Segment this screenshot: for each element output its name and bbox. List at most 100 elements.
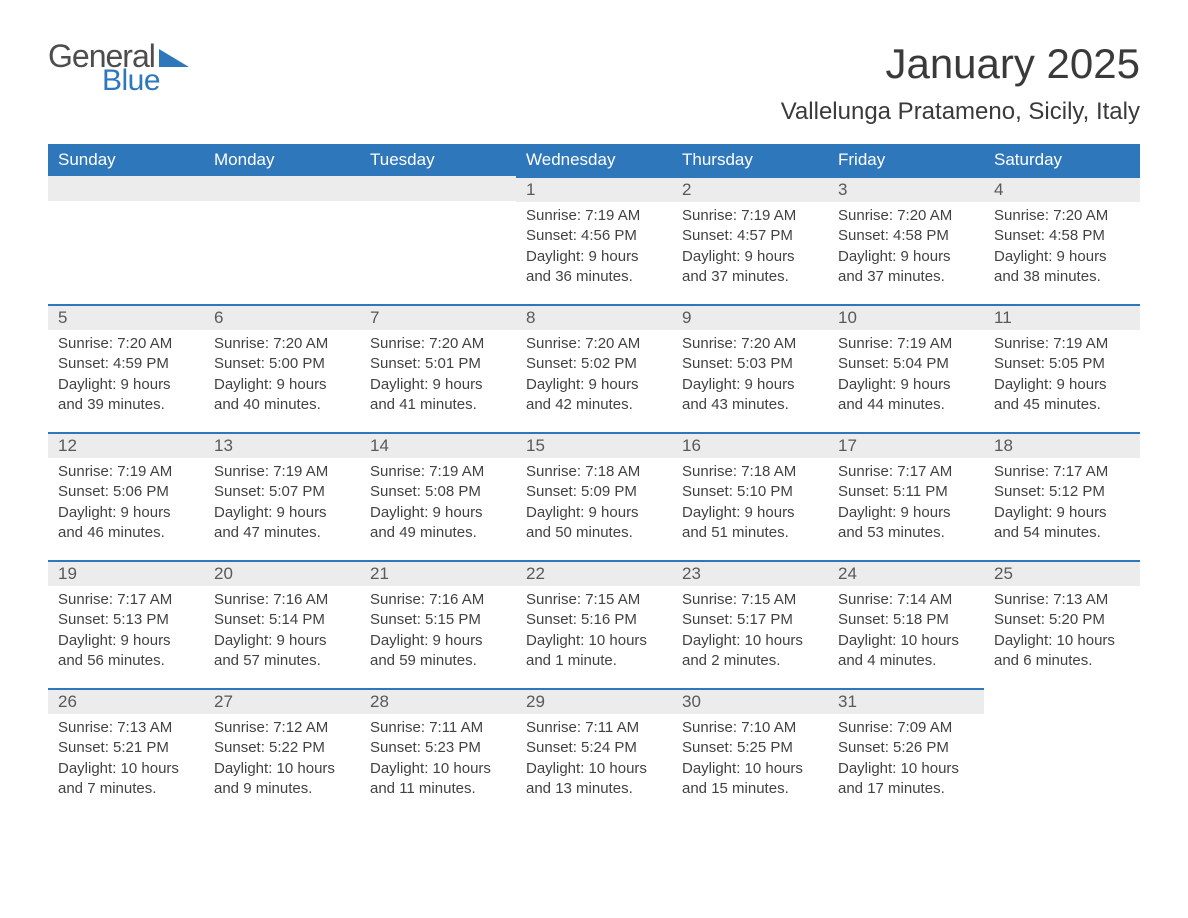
day-number: 13 [204, 432, 360, 458]
day-number: 6 [204, 304, 360, 330]
calendar-week-row: 1Sunrise: 7:19 AMSunset: 4:56 PMDaylight… [48, 176, 1140, 304]
weekday-header: Wednesday [516, 144, 672, 176]
daylight-text-1: Daylight: 9 hours [58, 503, 194, 523]
day-details: Sunrise: 7:20 AMSunset: 4:59 PMDaylight:… [48, 330, 204, 423]
daylight-text-2: and 11 minutes. [370, 779, 506, 799]
calendar-cell [984, 688, 1140, 816]
sunrise-text: Sunrise: 7:17 AM [838, 462, 974, 482]
sunset-text: Sunset: 4:57 PM [682, 226, 818, 246]
sunset-text: Sunset: 5:26 PM [838, 738, 974, 758]
daylight-text-1: Daylight: 9 hours [994, 503, 1130, 523]
daylight-text-2: and 6 minutes. [994, 651, 1130, 671]
calendar-cell: 19Sunrise: 7:17 AMSunset: 5:13 PMDayligh… [48, 560, 204, 688]
daylight-text-1: Daylight: 9 hours [994, 375, 1130, 395]
day-number: 24 [828, 560, 984, 586]
day-details: Sunrise: 7:19 AMSunset: 4:57 PMDaylight:… [672, 202, 828, 295]
daylight-text-2: and 1 minute. [526, 651, 662, 671]
sunset-text: Sunset: 5:08 PM [370, 482, 506, 502]
daylight-text-1: Daylight: 10 hours [682, 631, 818, 651]
day-details: Sunrise: 7:18 AMSunset: 5:09 PMDaylight:… [516, 458, 672, 551]
sunset-text: Sunset: 5:02 PM [526, 354, 662, 374]
calendar-cell: 24Sunrise: 7:14 AMSunset: 5:18 PMDayligh… [828, 560, 984, 688]
sunset-text: Sunset: 4:58 PM [838, 226, 974, 246]
weekday-header-row: Sunday Monday Tuesday Wednesday Thursday… [48, 144, 1140, 176]
daylight-text-2: and 47 minutes. [214, 523, 350, 543]
sunset-text: Sunset: 5:20 PM [994, 610, 1130, 630]
sunrise-text: Sunrise: 7:13 AM [58, 718, 194, 738]
day-details: Sunrise: 7:19 AMSunset: 5:08 PMDaylight:… [360, 458, 516, 551]
sunset-text: Sunset: 5:06 PM [58, 482, 194, 502]
sunset-text: Sunset: 5:13 PM [58, 610, 194, 630]
logo: General Blue [48, 40, 193, 96]
daylight-text-1: Daylight: 9 hours [682, 247, 818, 267]
calendar-cell: 18Sunrise: 7:17 AMSunset: 5:12 PMDayligh… [984, 432, 1140, 560]
daylight-text-1: Daylight: 10 hours [214, 759, 350, 779]
calendar-cell: 16Sunrise: 7:18 AMSunset: 5:10 PMDayligh… [672, 432, 828, 560]
daylight-text-2: and 9 minutes. [214, 779, 350, 799]
day-number: 12 [48, 432, 204, 458]
day-details: Sunrise: 7:17 AMSunset: 5:12 PMDaylight:… [984, 458, 1140, 551]
day-details: Sunrise: 7:10 AMSunset: 5:25 PMDaylight:… [672, 714, 828, 807]
sunset-text: Sunset: 5:22 PM [214, 738, 350, 758]
daylight-text-2: and 2 minutes. [682, 651, 818, 671]
sunset-text: Sunset: 5:23 PM [370, 738, 506, 758]
day-details: Sunrise: 7:16 AMSunset: 5:15 PMDaylight:… [360, 586, 516, 679]
day-details: Sunrise: 7:17 AMSunset: 5:11 PMDaylight:… [828, 458, 984, 551]
sunrise-text: Sunrise: 7:14 AM [838, 590, 974, 610]
sunset-text: Sunset: 4:56 PM [526, 226, 662, 246]
sunset-text: Sunset: 5:10 PM [682, 482, 818, 502]
day-details: Sunrise: 7:13 AMSunset: 5:20 PMDaylight:… [984, 586, 1140, 679]
day-details: Sunrise: 7:20 AMSunset: 4:58 PMDaylight:… [984, 202, 1140, 295]
daylight-text-1: Daylight: 9 hours [214, 631, 350, 651]
calendar-cell: 30Sunrise: 7:10 AMSunset: 5:25 PMDayligh… [672, 688, 828, 816]
day-number: 18 [984, 432, 1140, 458]
sunrise-text: Sunrise: 7:19 AM [214, 462, 350, 482]
calendar-cell: 22Sunrise: 7:15 AMSunset: 5:16 PMDayligh… [516, 560, 672, 688]
day-number: 17 [828, 432, 984, 458]
daylight-text-1: Daylight: 9 hours [526, 247, 662, 267]
calendar-cell: 13Sunrise: 7:19 AMSunset: 5:07 PMDayligh… [204, 432, 360, 560]
daylight-text-1: Daylight: 9 hours [370, 631, 506, 651]
calendar-cell: 26Sunrise: 7:13 AMSunset: 5:21 PMDayligh… [48, 688, 204, 816]
day-details: Sunrise: 7:20 AMSunset: 4:58 PMDaylight:… [828, 202, 984, 295]
calendar-cell: 2Sunrise: 7:19 AMSunset: 4:57 PMDaylight… [672, 176, 828, 304]
daylight-text-1: Daylight: 10 hours [838, 759, 974, 779]
month-title: January 2025 [781, 40, 1140, 88]
daylight-text-2: and 51 minutes. [682, 523, 818, 543]
sunrise-text: Sunrise: 7:12 AM [214, 718, 350, 738]
blank-day [204, 176, 360, 201]
day-details: Sunrise: 7:12 AMSunset: 5:22 PMDaylight:… [204, 714, 360, 807]
calendar-week-row: 5Sunrise: 7:20 AMSunset: 4:59 PMDaylight… [48, 304, 1140, 432]
day-details: Sunrise: 7:13 AMSunset: 5:21 PMDaylight:… [48, 714, 204, 807]
day-number: 23 [672, 560, 828, 586]
daylight-text-2: and 13 minutes. [526, 779, 662, 799]
calendar-cell: 7Sunrise: 7:20 AMSunset: 5:01 PMDaylight… [360, 304, 516, 432]
daylight-text-2: and 36 minutes. [526, 267, 662, 287]
daylight-text-2: and 56 minutes. [58, 651, 194, 671]
sunrise-text: Sunrise: 7:19 AM [526, 206, 662, 226]
daylight-text-2: and 40 minutes. [214, 395, 350, 415]
daylight-text-1: Daylight: 10 hours [58, 759, 194, 779]
sunrise-text: Sunrise: 7:15 AM [682, 590, 818, 610]
day-details: Sunrise: 7:20 AMSunset: 5:03 PMDaylight:… [672, 330, 828, 423]
daylight-text-1: Daylight: 9 hours [838, 375, 974, 395]
sunset-text: Sunset: 5:05 PM [994, 354, 1130, 374]
sunrise-text: Sunrise: 7:17 AM [58, 590, 194, 610]
day-number: 9 [672, 304, 828, 330]
sunrise-text: Sunrise: 7:16 AM [370, 590, 506, 610]
day-details: Sunrise: 7:09 AMSunset: 5:26 PMDaylight:… [828, 714, 984, 807]
day-number: 29 [516, 688, 672, 714]
sunrise-text: Sunrise: 7:11 AM [370, 718, 506, 738]
day-details: Sunrise: 7:17 AMSunset: 5:13 PMDaylight:… [48, 586, 204, 679]
calendar-cell [48, 176, 204, 304]
daylight-text-1: Daylight: 9 hours [370, 375, 506, 395]
daylight-text-1: Daylight: 9 hours [526, 503, 662, 523]
day-details: Sunrise: 7:20 AMSunset: 5:00 PMDaylight:… [204, 330, 360, 423]
daylight-text-1: Daylight: 9 hours [370, 503, 506, 523]
title-block: January 2025 Vallelunga Pratameno, Sicil… [781, 40, 1140, 136]
day-details: Sunrise: 7:16 AMSunset: 5:14 PMDaylight:… [204, 586, 360, 679]
calendar-cell: 9Sunrise: 7:20 AMSunset: 5:03 PMDaylight… [672, 304, 828, 432]
sunset-text: Sunset: 5:12 PM [994, 482, 1130, 502]
sunrise-text: Sunrise: 7:19 AM [58, 462, 194, 482]
daylight-text-2: and 15 minutes. [682, 779, 818, 799]
